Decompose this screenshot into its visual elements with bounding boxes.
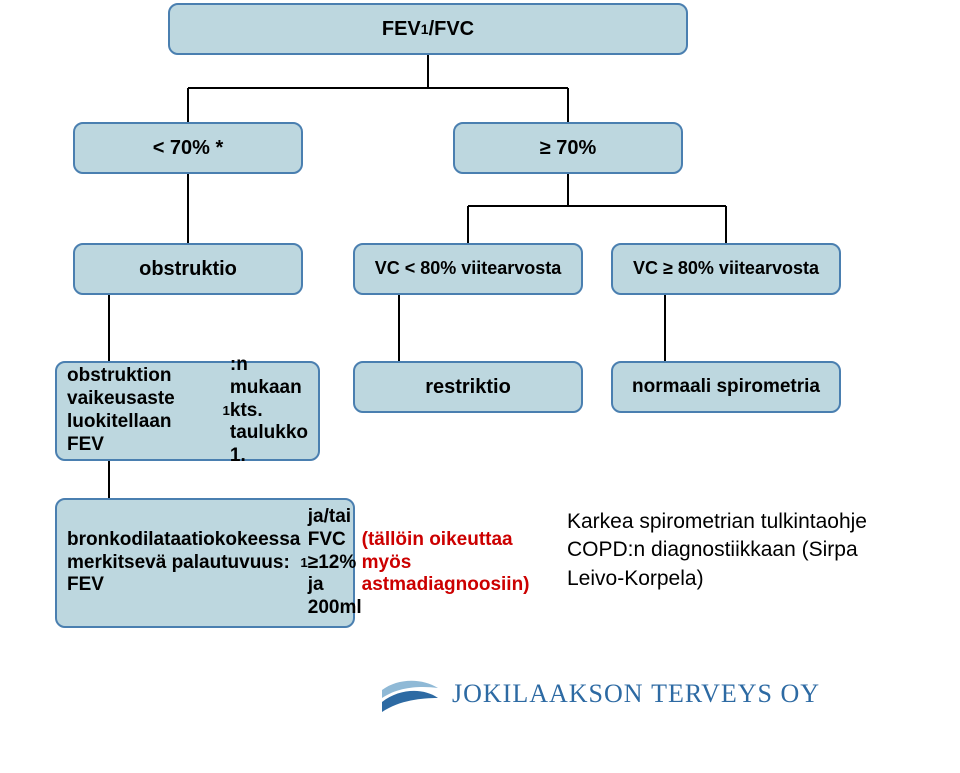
footer-company-name: JOKILAAKSON TERVEYS OY bbox=[452, 679, 820, 709]
node-broncho: bronkodilataatiokokeessa merkitsevä pala… bbox=[55, 498, 355, 628]
node-obstr_det: obstruktion vaikeusaste luokitellaanFEV1… bbox=[55, 361, 320, 461]
diagram-caption: Karkea spirometrian tulkintaohjeCOPD:n d… bbox=[567, 508, 927, 593]
node-vc_ge80: VC ≥ 80% viitearvosta bbox=[611, 243, 841, 295]
footer-logo: JOKILAAKSON TERVEYS OY bbox=[380, 672, 820, 716]
node-vc_lt80: VC < 80% viitearvosta bbox=[353, 243, 583, 295]
node-normal: normaali spirometria bbox=[611, 361, 841, 413]
brandmark-icon bbox=[380, 672, 440, 716]
node-ge70: ≥ 70% bbox=[453, 122, 683, 174]
node-lt70: < 70% * bbox=[73, 122, 303, 174]
node-obstr: obstruktio bbox=[73, 243, 303, 295]
node-root: FEV1/FVC bbox=[168, 3, 688, 55]
node-restr: restriktio bbox=[353, 361, 583, 413]
